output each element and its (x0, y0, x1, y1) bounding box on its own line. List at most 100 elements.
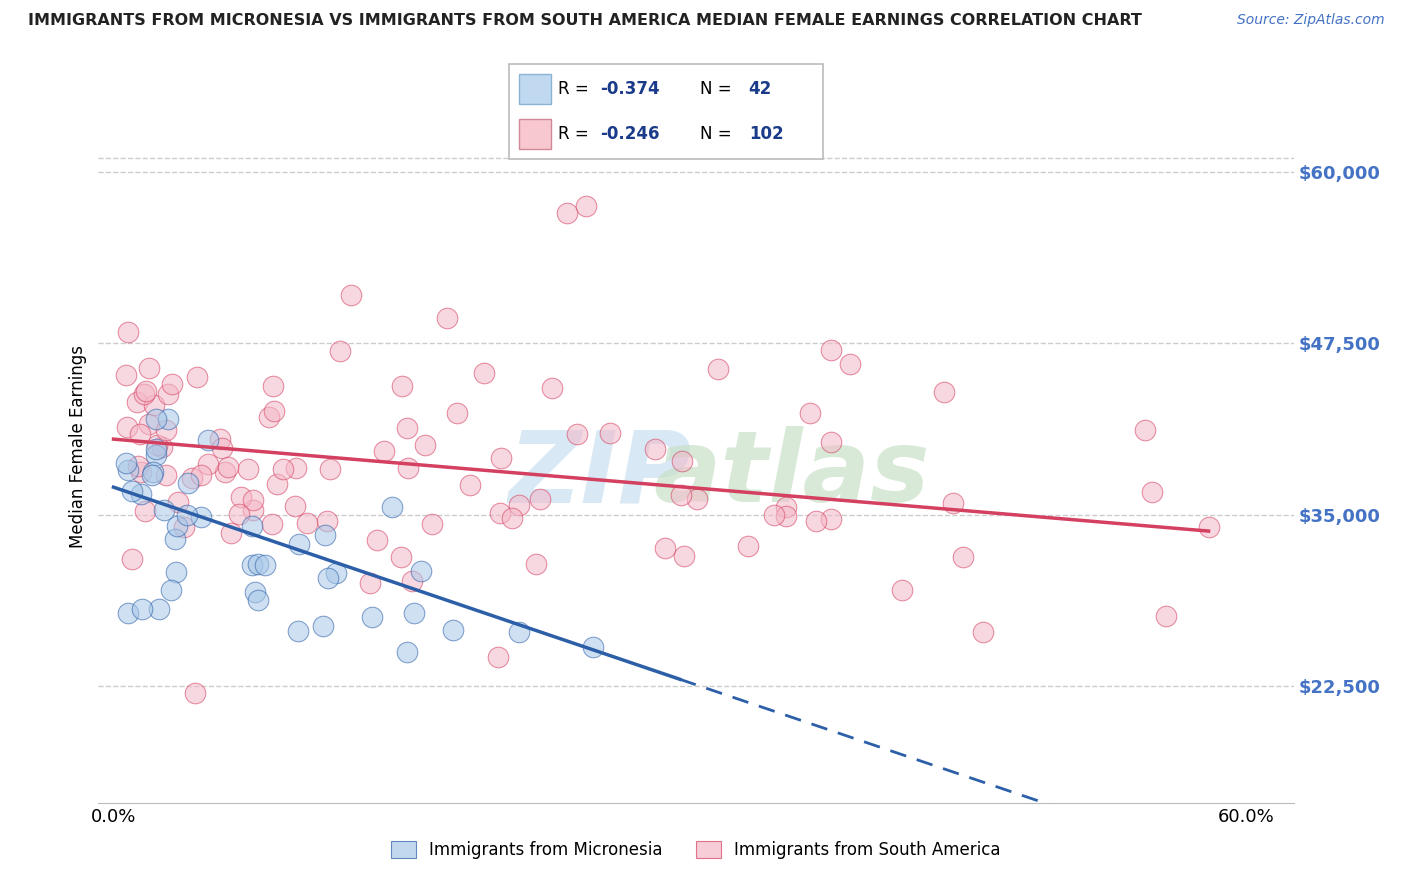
Point (228, 507, 250, 521)
Text: Source: ZipAtlas.com: Source: ZipAtlas.com (1237, 13, 1385, 28)
Point (145, 411, 167, 425)
Point (581, 640, 603, 654)
Text: R =: R = (558, 80, 593, 98)
Point (1198, 520, 1220, 534)
Point (737, 540, 759, 554)
Point (529, 491, 551, 506)
Point (472, 366, 495, 380)
Point (381, 500, 404, 514)
Text: N =: N = (700, 125, 737, 143)
Point (669, 488, 692, 502)
Point (820, 434, 842, 449)
Point (247, 593, 270, 607)
Point (1154, 609, 1177, 624)
Point (446, 406, 468, 420)
Point (820, 512, 842, 526)
Point (775, 500, 797, 514)
Point (142, 465, 165, 479)
Point (197, 457, 219, 471)
Point (340, 288, 363, 302)
Point (219, 525, 242, 540)
Point (672, 549, 695, 563)
Text: -0.246: -0.246 (600, 125, 659, 143)
Text: IMMIGRANTS FROM MICRONESIA VS IMMIGRANTS FROM SOUTH AMERICA MEDIAN FEMALE EARNIN: IMMIGRANTS FROM MICRONESIA VS IMMIGRANTS… (28, 13, 1142, 29)
Point (574, 199, 596, 213)
Point (176, 508, 198, 523)
Text: atlas: atlas (654, 426, 929, 523)
Text: R =: R = (558, 125, 593, 143)
Text: 42: 42 (748, 80, 772, 98)
Point (359, 576, 381, 591)
Text: N =: N = (700, 80, 737, 98)
Point (253, 558, 276, 572)
Point (236, 462, 259, 476)
Point (316, 514, 339, 528)
Point (176, 475, 198, 490)
Point (838, 357, 860, 371)
Point (1135, 423, 1157, 437)
Point (135, 384, 157, 398)
Point (240, 519, 263, 533)
Point (489, 450, 512, 465)
Point (152, 503, 174, 517)
Point (117, 463, 139, 477)
Point (211, 441, 233, 455)
Point (156, 387, 179, 401)
Point (246, 557, 269, 571)
Point (804, 514, 827, 528)
FancyBboxPatch shape (509, 64, 823, 159)
Point (117, 606, 139, 620)
Point (295, 516, 318, 531)
Point (190, 467, 212, 482)
Point (567, 426, 589, 441)
Point (952, 549, 974, 564)
Point (131, 601, 153, 615)
Point (142, 398, 165, 412)
Point (436, 310, 458, 325)
Point (391, 379, 413, 393)
Point (1140, 485, 1163, 500)
Point (150, 440, 173, 454)
Point (145, 448, 167, 462)
Point (159, 582, 181, 597)
Point (121, 484, 143, 499)
Point (117, 326, 139, 340)
Point (486, 649, 509, 664)
Point (160, 377, 183, 392)
Point (141, 468, 163, 483)
Point (115, 456, 138, 470)
Point (389, 550, 412, 565)
Point (654, 541, 676, 555)
Point (240, 558, 263, 572)
Point (134, 386, 156, 401)
Point (217, 460, 239, 475)
Point (972, 625, 994, 640)
Point (190, 510, 212, 524)
Point (775, 508, 797, 523)
Point (799, 406, 821, 420)
Point (401, 574, 423, 588)
Point (167, 495, 190, 509)
Point (138, 361, 160, 376)
Point (129, 427, 152, 442)
Point (166, 519, 188, 533)
Point (395, 645, 418, 659)
Point (145, 442, 167, 456)
Point (458, 477, 481, 491)
Point (287, 624, 309, 638)
Point (820, 343, 842, 357)
Point (541, 381, 564, 395)
Point (242, 503, 264, 517)
Point (134, 504, 156, 518)
Point (373, 443, 395, 458)
Text: 102: 102 (748, 125, 783, 143)
Point (402, 606, 425, 620)
Text: ZIP: ZIP (509, 426, 692, 523)
Point (325, 566, 347, 580)
Point (891, 583, 914, 598)
Point (156, 411, 179, 425)
Point (409, 564, 432, 578)
Point (129, 487, 152, 501)
Point (707, 361, 730, 376)
Point (186, 369, 208, 384)
